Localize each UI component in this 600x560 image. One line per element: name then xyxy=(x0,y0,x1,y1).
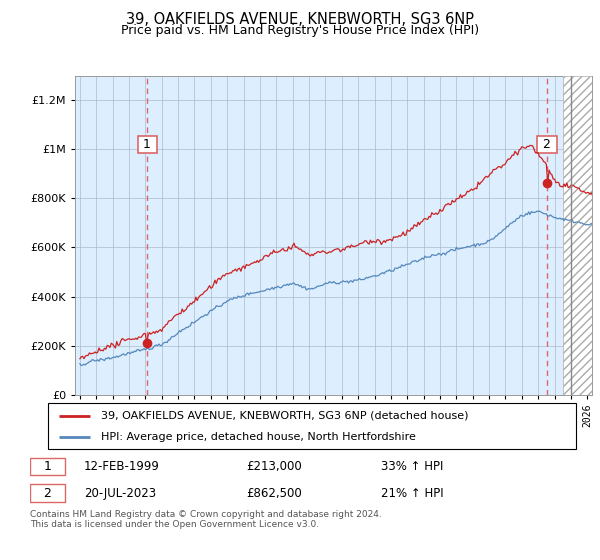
Text: 12-FEB-1999: 12-FEB-1999 xyxy=(84,460,160,473)
Text: 2: 2 xyxy=(539,138,555,151)
Text: 1: 1 xyxy=(44,460,52,473)
Bar xyxy=(563,76,592,395)
Text: Contains HM Land Registry data © Crown copyright and database right 2024.
This d: Contains HM Land Registry data © Crown c… xyxy=(30,510,382,529)
Bar xyxy=(563,76,592,395)
Text: 39, OAKFIELDS AVENUE, KNEBWORTH, SG3 6NP (detached house): 39, OAKFIELDS AVENUE, KNEBWORTH, SG3 6NP… xyxy=(101,410,469,421)
Text: Price paid vs. HM Land Registry's House Price Index (HPI): Price paid vs. HM Land Registry's House … xyxy=(121,24,479,37)
Text: £213,000: £213,000 xyxy=(246,460,302,473)
Text: HPI: Average price, detached house, North Hertfordshire: HPI: Average price, detached house, Nort… xyxy=(101,432,416,442)
Text: 20-JUL-2023: 20-JUL-2023 xyxy=(84,487,156,500)
Text: 2: 2 xyxy=(44,487,52,500)
Text: 1: 1 xyxy=(139,138,155,151)
Bar xyxy=(30,458,65,475)
Text: £862,500: £862,500 xyxy=(246,487,302,500)
Bar xyxy=(30,484,65,502)
Text: 39, OAKFIELDS AVENUE, KNEBWORTH, SG3 6NP: 39, OAKFIELDS AVENUE, KNEBWORTH, SG3 6NP xyxy=(126,12,474,27)
Text: 21% ↑ HPI: 21% ↑ HPI xyxy=(381,487,443,500)
Text: 33% ↑ HPI: 33% ↑ HPI xyxy=(381,460,443,473)
